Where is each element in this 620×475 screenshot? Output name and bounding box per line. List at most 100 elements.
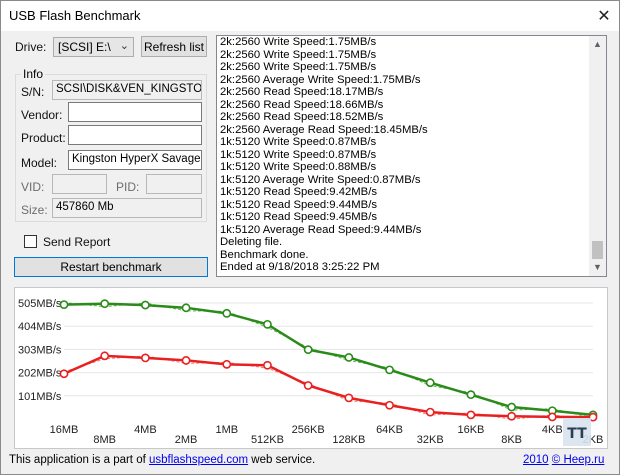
title-bar: USB Flash Benchmark ✕ bbox=[1, 1, 619, 31]
x-tick-label: 8KB bbox=[501, 434, 522, 446]
speed-chart: 505MB/s 404MB/s 303MB/s 202MB/s 101MB/s 16MB 4… bbox=[18, 298, 603, 446]
info-group-legend: Info bbox=[21, 67, 46, 81]
x-tick-label: 16MB bbox=[50, 424, 79, 436]
log-textbox[interactable]: 2k:2560 Write Speed:1.75MB/s 2k:2560 Writ… bbox=[216, 35, 607, 277]
data-point bbox=[100, 351, 110, 361]
data-point bbox=[140, 300, 150, 310]
log-line: 2k:2560 Read Speed:18.66MB/s bbox=[220, 98, 384, 111]
chevron-down-icon: ⌄ bbox=[119, 40, 129, 52]
heep-link[interactable]: © Heep.ru bbox=[551, 454, 605, 466]
x-tick-label: 1MB bbox=[215, 424, 238, 436]
log-line: Benchmark done. bbox=[220, 248, 309, 261]
footer-prefix: This application is a part of bbox=[9, 454, 149, 466]
vid-field[interactable] bbox=[52, 174, 107, 194]
data-point bbox=[263, 319, 272, 329]
drive-select[interactable]: [SCSI] E:\ ⌄ bbox=[53, 37, 134, 57]
speed-chart-panel: 505MB/s 404MB/s 303MB/s 202MB/s 101MB/s 16MB 4… bbox=[14, 287, 608, 449]
data-point bbox=[344, 353, 354, 362]
footer-right: 2010 © Heep.ru bbox=[523, 454, 604, 466]
model-field[interactable]: Kingston HyperX SavageEX bbox=[68, 150, 202, 170]
product-label: Product: bbox=[21, 131, 66, 145]
y-tick-label: 404MB/s bbox=[18, 321, 62, 333]
data-point bbox=[547, 412, 557, 422]
sn-field[interactable]: SCSI\DISK&VEN_KINGSTON& bbox=[52, 80, 202, 100]
log-line: 2k:2560 Read Speed:18.17MB/s bbox=[220, 86, 384, 98]
data-point bbox=[425, 378, 435, 388]
log-line: 2k:2560 Read Speed:18.52MB/s bbox=[220, 111, 384, 123]
x-tick-label: 4MB bbox=[134, 424, 157, 436]
size-label: Size: bbox=[21, 203, 48, 217]
log-line: 1k:5120 Read Speed:9.44MB/s bbox=[220, 198, 378, 211]
log-line: 2k:2560 Write Speed:1.75MB/s bbox=[220, 48, 377, 61]
log-scrollbar[interactable]: ▲ ▼ bbox=[589, 36, 606, 276]
send-report-checkbox[interactable] bbox=[24, 235, 37, 248]
log-line: Ended at 9/18/2018 3:25:22 PM bbox=[220, 261, 380, 273]
data-point bbox=[303, 381, 313, 390]
info-group bbox=[15, 74, 207, 222]
data-point bbox=[140, 353, 150, 363]
log-line: 2k:2560 Average Write Speed:1.75MB/s bbox=[220, 73, 421, 86]
data-point bbox=[222, 359, 232, 369]
log-line: 1k:5120 Average Read Speed:9.44MB/s bbox=[220, 223, 422, 236]
data-point bbox=[59, 369, 69, 379]
log-line: 1k:5120 Average Write Speed:0.87MB/s bbox=[220, 173, 421, 186]
refresh-list-button[interactable]: Refresh list bbox=[141, 36, 207, 57]
scroll-thumb[interactable] bbox=[592, 241, 603, 259]
log-line: Deleting file. bbox=[220, 236, 283, 248]
scroll-down-icon[interactable]: ▼ bbox=[593, 262, 602, 272]
x-tick-label: 8MB bbox=[93, 434, 116, 446]
x-tick-label: 128KB bbox=[332, 434, 365, 446]
drive-select-value: [SCSI] E:\ bbox=[58, 40, 111, 54]
x-tick-label: 2MB bbox=[175, 434, 198, 446]
x-tick-label: 64KB bbox=[376, 424, 403, 436]
data-point bbox=[385, 365, 394, 375]
product-field[interactable] bbox=[68, 125, 202, 145]
close-icon: ✕ bbox=[597, 8, 611, 25]
restart-benchmark-button[interactable]: Restart benchmark bbox=[14, 257, 208, 277]
data-point bbox=[181, 356, 191, 365]
x-tick-label: 256KB bbox=[292, 424, 325, 436]
x-tick-label: 512KB bbox=[251, 434, 284, 446]
data-point bbox=[100, 299, 110, 309]
x-tick-label: 32KB bbox=[417, 434, 444, 446]
x-tick-label: 4KB bbox=[542, 424, 563, 436]
x-tick-label: 16KB bbox=[457, 424, 484, 436]
log-line: 2k:2560 Write Speed:1.75MB/s bbox=[220, 36, 377, 48]
y-tick-label: 303MB/s bbox=[18, 344, 62, 356]
footer-left: This application is a part of usbflashsp… bbox=[9, 454, 315, 466]
series-line bbox=[63, 302, 594, 417]
close-button[interactable]: ✕ bbox=[589, 1, 619, 31]
data-point bbox=[222, 308, 232, 318]
vendor-label: Vendor: bbox=[21, 108, 63, 122]
y-tick-label: 202MB/s bbox=[18, 368, 62, 380]
usbflashspeed-link[interactable]: usbflashspeed.com bbox=[149, 454, 249, 466]
pid-label: PID: bbox=[116, 180, 140, 194]
y-tick-label: 505MB/s bbox=[18, 298, 62, 310]
data-point bbox=[344, 393, 354, 403]
pid-field[interactable] bbox=[146, 174, 202, 194]
watermark-logo bbox=[563, 418, 591, 446]
data-point bbox=[59, 300, 69, 310]
data-point bbox=[588, 412, 598, 422]
scroll-up-icon[interactable]: ▲ bbox=[593, 39, 602, 49]
size-field[interactable]: 457860 Mb bbox=[52, 198, 202, 218]
log-line: 1k:5120 Write Speed:0.87MB/s bbox=[220, 148, 377, 161]
log-lines: 2k:2560 Write Speed:1.75MB/s 2k:2560 Writ… bbox=[220, 36, 590, 274]
log-line: 1k:5120 Write Speed:0.87MB/s bbox=[220, 136, 377, 148]
y-tick-label: 101MB/s bbox=[18, 391, 62, 403]
data-point bbox=[466, 410, 476, 420]
log-line: 1k:5120 Write Speed:0.88MB/s bbox=[220, 161, 377, 173]
vendor-field[interactable] bbox=[68, 102, 202, 122]
drive-label: Drive: bbox=[15, 40, 47, 54]
data-point bbox=[425, 407, 435, 417]
send-report-label[interactable]: Send Report bbox=[43, 235, 111, 249]
watermark-text: TT bbox=[567, 426, 587, 442]
sn-label: S/N: bbox=[21, 85, 45, 99]
data-point bbox=[507, 402, 517, 412]
log-line: 2k:2560 Average Read Speed:18.45MB/s bbox=[220, 123, 428, 136]
data-point bbox=[303, 345, 313, 355]
log-line: 1k:5120 Read Speed:9.45MB/s bbox=[220, 211, 378, 223]
year-link[interactable]: 2010 bbox=[523, 454, 549, 466]
vid-label: VID: bbox=[21, 180, 45, 194]
footer-suffix: web service. bbox=[248, 454, 316, 466]
